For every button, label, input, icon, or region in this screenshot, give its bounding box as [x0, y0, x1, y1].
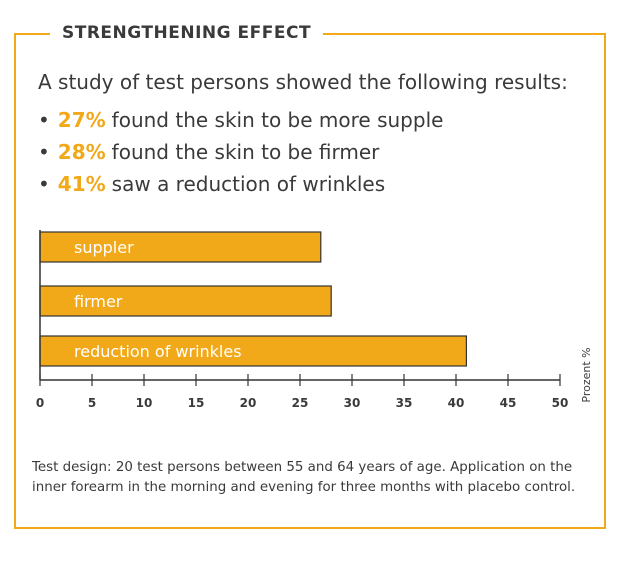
results-list: • 27% found the skin to be more supple • 28… — [38, 104, 443, 200]
result-percent: 41% — [57, 172, 106, 196]
x-tick-label: 50 — [552, 396, 569, 410]
test-design-note: Test design: 20 test persons between 55 … — [32, 460, 576, 495]
result-item: • 41% saw a reduction of wrinkles — [38, 168, 443, 200]
x-tick-label: 20 — [240, 396, 257, 410]
bullet-icon: • — [38, 108, 50, 132]
bar-label: suppler — [74, 238, 134, 257]
result-text: saw a reduction of wrinkles — [111, 172, 386, 196]
x-tick-label: 0 — [36, 396, 44, 410]
bar-label: firmer — [74, 292, 123, 311]
result-text: found the skin to be more supple — [111, 108, 444, 132]
bar — [39, 335, 467, 367]
bar — [39, 285, 332, 317]
x-tick-label: 30 — [344, 396, 361, 410]
bar — [39, 231, 322, 263]
bullet-icon: • — [38, 140, 50, 164]
bar-label: reduction of wrinkles — [74, 342, 242, 361]
result-text: found the skin to be firmer — [111, 140, 380, 164]
result-item: • 27% found the skin to be more supple — [38, 104, 443, 136]
intro-text: A study of test persons showed the follo… — [38, 70, 568, 94]
x-tick-label: 25 — [292, 396, 309, 410]
result-percent: 28% — [57, 140, 106, 164]
result-percent: 27% — [57, 108, 106, 132]
x-tick-label: 40 — [448, 396, 465, 410]
bullet-icon: • — [38, 172, 50, 196]
x-axis-label: Prozent % — [580, 347, 593, 402]
x-tick-label: 5 — [88, 396, 96, 410]
x-tick-label: 35 — [396, 396, 413, 410]
result-item: • 28% found the skin to be firmer — [38, 136, 443, 168]
x-tick-label: 10 — [136, 396, 153, 410]
x-tick-label: 45 — [500, 396, 517, 410]
x-tick-label: 15 — [188, 396, 205, 410]
section-heading: STRENGTHENING EFFECT — [50, 20, 324, 46]
